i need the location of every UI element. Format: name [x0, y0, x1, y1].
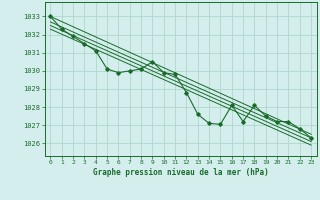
- X-axis label: Graphe pression niveau de la mer (hPa): Graphe pression niveau de la mer (hPa): [93, 168, 269, 177]
